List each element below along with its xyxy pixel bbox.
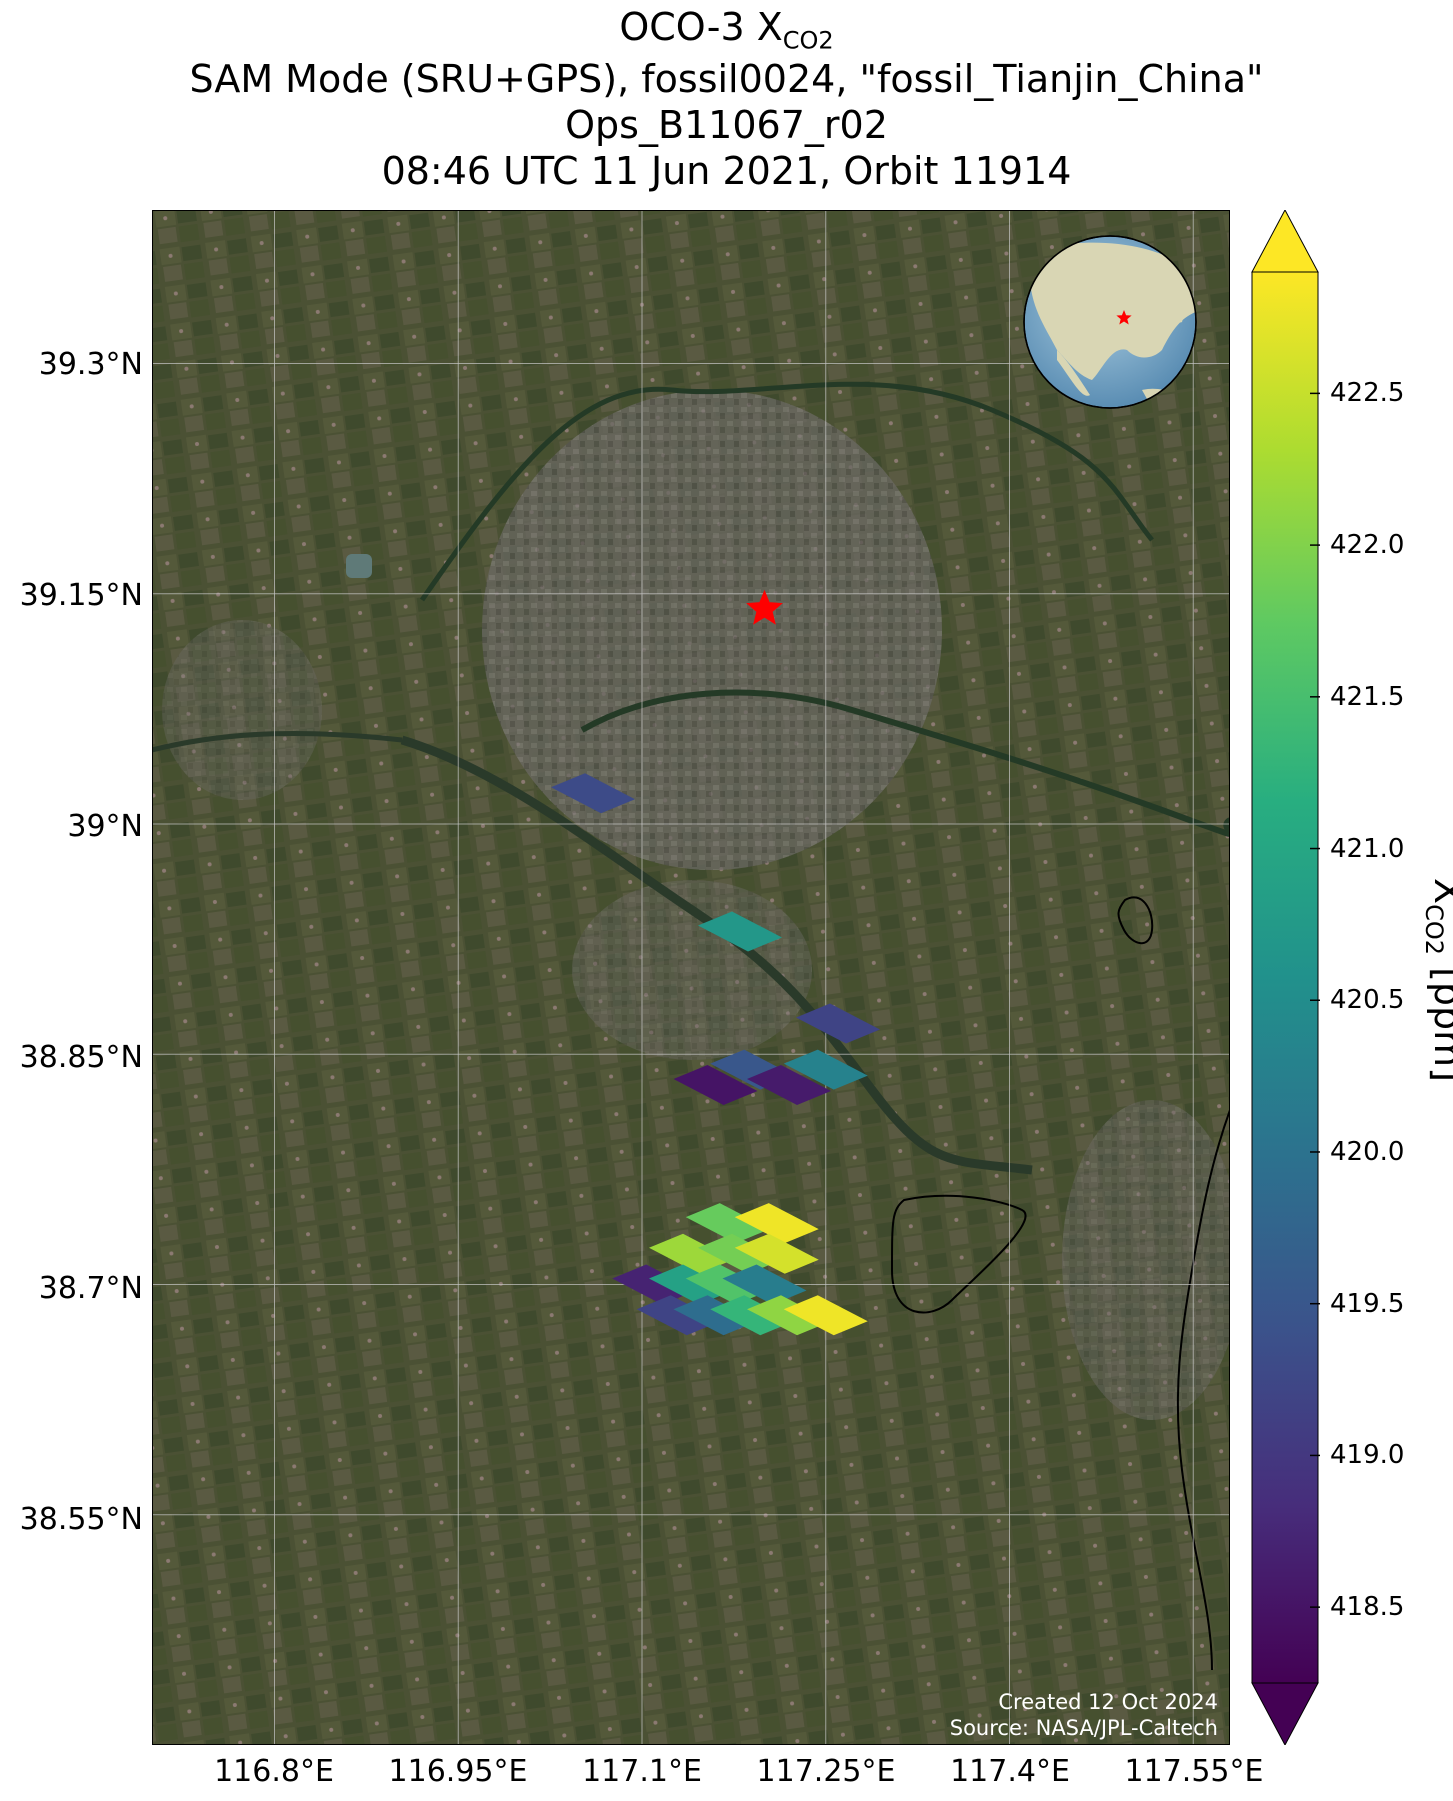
globe-marker-star xyxy=(1116,310,1132,325)
colorbar-tick-label: 418.5 xyxy=(1330,1592,1405,1623)
colorbar-label-suffix: [ppm] xyxy=(1425,967,1453,1082)
colorbar-tick-label: 422.5 xyxy=(1330,378,1405,409)
colorbar-label: XCO2 [ppm] xyxy=(1420,878,1453,1082)
lon-tick-label: 117.4°E xyxy=(950,1754,1070,1789)
title-line-3: Ops_B11067_r02 xyxy=(565,103,888,147)
xco2-sounding xyxy=(698,1233,782,1274)
xco2-sounding xyxy=(551,773,635,814)
lat-tick-label: 38.7°N xyxy=(38,1271,143,1306)
colorbar-gradient xyxy=(1251,271,1319,1684)
colorbar-top-extend xyxy=(1251,210,1319,273)
title-line-1: OCO-3 XCO2 xyxy=(0,5,1453,63)
credit-source: Source: NASA/JPL-Caltech xyxy=(949,1716,1218,1740)
colorbar-ticks xyxy=(1310,392,1320,1608)
title-line-4: 08:46 UTC 11 Jun 2021, Orbit 11914 xyxy=(381,149,1072,193)
reservoir xyxy=(346,554,372,578)
lake-outline xyxy=(890,1194,1027,1314)
lat-tick-label: 39.15°N xyxy=(19,578,143,613)
title-subscript: CO2 xyxy=(782,26,834,55)
colorbar-tick-label: 419.0 xyxy=(1330,1440,1405,1471)
lon-tick-label: 117.55°E xyxy=(1124,1754,1264,1789)
coastline xyxy=(1176,1109,1230,1671)
lat-tick-label: 39.3°N xyxy=(38,347,143,382)
colorbar-tick-label: 422.0 xyxy=(1330,530,1405,561)
xco2-sounding xyxy=(673,1295,758,1336)
map-frame xyxy=(152,210,1230,1745)
title-prefix: OCO-3 X xyxy=(619,5,783,49)
gridlines xyxy=(152,210,1230,1745)
xco2-sounding xyxy=(734,1203,819,1244)
xco2-sounding xyxy=(734,1233,819,1274)
lon-tick-label: 117.1°E xyxy=(582,1754,702,1789)
colorbar-label-sub: CO2 xyxy=(1420,904,1449,955)
red-star-target xyxy=(746,589,783,625)
xco2-sounding xyxy=(710,1295,795,1336)
colorbar-bottom-extend xyxy=(1251,1682,1319,1745)
xco2-sounding xyxy=(783,1295,868,1336)
title-line-2: SAM Mode (SRU+GPS), fossil0024, "fossil_… xyxy=(189,57,1264,101)
colorbar-tick-label: 420.0 xyxy=(1330,1136,1405,1167)
xco2-sounding xyxy=(722,1264,807,1305)
lat-tick-label: 38.85°N xyxy=(19,1040,143,1075)
xco2-sounding xyxy=(796,1003,880,1044)
xco2-sounding xyxy=(649,1233,733,1274)
land-japan xyxy=(1171,303,1184,323)
land-asia xyxy=(1030,242,1196,380)
lon-tick-label: 116.95°E xyxy=(388,1754,528,1789)
lon-tick-label: 117.25°E xyxy=(756,1754,896,1789)
land-india xyxy=(1057,350,1090,396)
lake-outline xyxy=(1117,896,1154,945)
xco2-soundings xyxy=(551,773,880,1336)
xco2-sounding xyxy=(649,1264,733,1305)
xco2-sounding xyxy=(685,1203,770,1244)
urban-area xyxy=(162,620,322,800)
urban-area xyxy=(482,390,942,870)
xco2-sounding xyxy=(612,1264,697,1305)
xco2-sounding xyxy=(783,1049,868,1090)
lat-tick-label: 39°N xyxy=(67,809,143,844)
xco2-sounding xyxy=(673,1064,758,1105)
colorbar-tick-label: 419.5 xyxy=(1330,1288,1405,1319)
lat-tick-label: 38.55°N xyxy=(19,1502,143,1537)
colorbar-tick-label: 421.0 xyxy=(1330,833,1405,864)
river xyxy=(419,381,1154,602)
colorbar-tick-label: 420.5 xyxy=(1330,985,1405,1016)
xco2-sounding xyxy=(636,1295,721,1336)
colorbar-tick-label: 421.5 xyxy=(1330,681,1405,712)
globe-locator xyxy=(1023,235,1197,409)
colorbar xyxy=(1251,210,1320,1745)
urban-area xyxy=(1062,1100,1230,1420)
colorbar-label-prefix: X xyxy=(1426,878,1453,904)
credit-created: Created 12 Oct 2024 xyxy=(998,1690,1218,1714)
river xyxy=(400,735,1033,1175)
xco2-sounding xyxy=(747,1064,831,1105)
xco2-sounding xyxy=(685,1264,770,1305)
lon-tick-label: 116.8°E xyxy=(214,1754,334,1789)
river xyxy=(152,730,403,753)
xco2-sounding xyxy=(747,1295,831,1336)
map-panel xyxy=(152,210,1230,1745)
xco2-sounding xyxy=(698,911,782,952)
